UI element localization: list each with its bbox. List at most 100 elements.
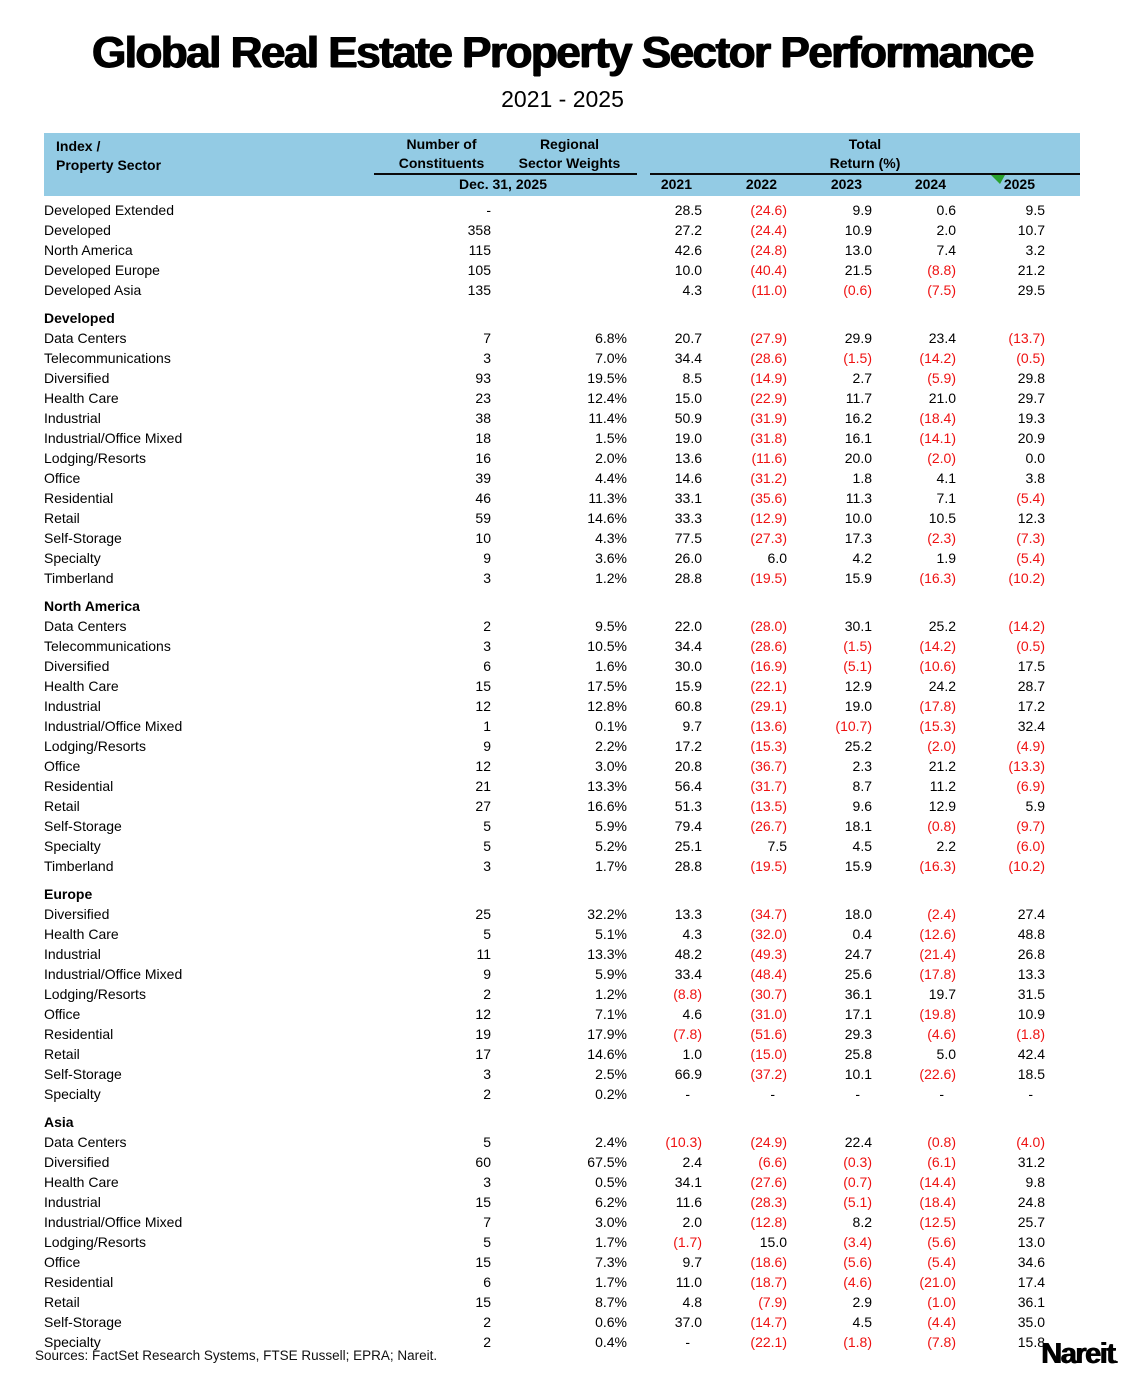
- value-cell: (12.9): [750, 510, 787, 526]
- spacer-cell: [1045, 1192, 1080, 1212]
- value-cell: 51.3: [674, 798, 702, 814]
- table-row: Diversified 60 67.5% 2.4 (6.6) (0.3) (6.1) 31.2: [44, 1152, 1080, 1172]
- table-row: Industrial 12 12.8% 60.8 (29.1) 19.0 (17.8) 17.…: [44, 696, 1080, 716]
- table-row: Self-Storage 3 2.5% 66.9 (37.2) 10.1 (22.6) 18.…: [44, 1064, 1080, 1084]
- spacer-cell: [1045, 1172, 1080, 1192]
- value-cell: 21.2: [928, 758, 956, 774]
- value-cell: 25.7: [1017, 1214, 1045, 1230]
- value-cell: 9.7: [682, 1254, 702, 1270]
- sector-cell: North America: [44, 242, 133, 258]
- value-cell: (4.6): [927, 1026, 956, 1042]
- value-cell: (32.0): [750, 926, 787, 942]
- value-cell: (22.1): [750, 1334, 787, 1350]
- sector-cell: Diversified: [44, 906, 110, 922]
- spacer-cell: [1045, 836, 1080, 856]
- value-cell: 35.0: [1017, 1314, 1045, 1330]
- sector-cell: Developed Extended: [44, 202, 174, 218]
- value-cell: 25.2: [928, 618, 956, 634]
- sector-cell: Industrial/Office Mixed: [44, 430, 183, 446]
- value-cell: (37.2): [750, 1066, 787, 1082]
- value-cell: 27.2: [674, 222, 702, 238]
- spacer-cell: [1045, 904, 1080, 924]
- value-cell: 3: [483, 638, 491, 654]
- value-cell: 9: [483, 738, 491, 754]
- spacer-cell: [1045, 1084, 1080, 1104]
- value-cell: 13.6: [674, 450, 702, 466]
- table-row: Specialty 9 3.6% 26.0 6.0 4.2 1.9 (5.4): [44, 548, 1080, 568]
- value-cell: 20.8: [674, 758, 702, 774]
- value-cell: 5: [483, 838, 491, 854]
- value-cell: (36.7): [750, 758, 787, 774]
- table-row: Health Care 3 0.5% 34.1 (27.6) (0.7) (14.4) 9.8: [44, 1172, 1080, 1192]
- value-cell: (12.6): [919, 926, 956, 942]
- value-cell: (10.6): [919, 658, 956, 674]
- table-row: Specialty 2 0.2% - - - - -: [44, 1084, 1080, 1104]
- value-cell: [491, 280, 627, 300]
- value-cell: (3.4): [843, 1234, 872, 1250]
- value-cell: (0.6): [843, 282, 872, 298]
- spacer-cell: [1045, 260, 1080, 280]
- value-cell: 2: [483, 1314, 491, 1330]
- sector-cell: Industrial/Office Mixed: [44, 1214, 183, 1230]
- value-cell: 6.0: [767, 550, 787, 566]
- spacer-cell: [1045, 696, 1080, 716]
- spacer-cell: [1045, 528, 1080, 548]
- spacer-cell: [1045, 408, 1080, 428]
- table-row: Retail 17 14.6% 1.0 (15.0) 25.8 5.0 42.4: [44, 1044, 1080, 1064]
- value-cell: (15.0): [750, 1046, 787, 1062]
- value-cell: 36.1: [844, 986, 872, 1002]
- sector-cell: Retail: [44, 1294, 80, 1310]
- sector-cell: Timberland: [44, 570, 114, 586]
- value-cell: 6: [483, 1274, 491, 1290]
- spacer-cell: [1045, 924, 1080, 944]
- value-cell: (16.3): [919, 858, 956, 874]
- value-cell: 12.9: [844, 678, 872, 694]
- value-cell: (13.5): [750, 798, 787, 814]
- value-cell: (1.8): [843, 1334, 872, 1350]
- value-cell: (11.0): [751, 282, 787, 298]
- sector-cell: Residential: [44, 1274, 114, 1290]
- value-cell: 0.0: [1025, 450, 1045, 466]
- value-cell: 42.6: [674, 242, 702, 258]
- value-cell: 10.5%: [587, 638, 627, 654]
- value-cell: (10.2): [1008, 858, 1045, 874]
- sector-cell: Timberland: [44, 858, 114, 874]
- value-cell: (1.5): [843, 350, 872, 366]
- value-cell: (17.8): [919, 698, 956, 714]
- sector-cell: Health Care: [44, 390, 119, 406]
- value-cell: (24.9): [750, 1134, 787, 1150]
- value-cell: 5.1%: [595, 926, 627, 942]
- sector-cell: Developed Europe: [44, 262, 160, 278]
- value-cell: 1.2%: [595, 570, 627, 586]
- nareit-logo: Nareit.: [1041, 1338, 1118, 1370]
- table-row: Industrial/Office Mixed 7 3.0% 2.0 (12.8) 8.2…: [44, 1212, 1080, 1232]
- value-cell: (21.0): [919, 1274, 956, 1290]
- value-cell: 3: [483, 570, 491, 586]
- sector-cell: Lodging/Resorts: [44, 1234, 146, 1250]
- value-cell: 10.5: [928, 510, 956, 526]
- value-cell: 3.8: [1025, 470, 1045, 486]
- value-cell: (14.9): [750, 370, 787, 386]
- sector-cell: Specialty: [44, 838, 101, 854]
- value-cell: 11.3: [845, 490, 872, 506]
- sector-cell: Industrial: [44, 946, 101, 962]
- table-row: Lodging/Resorts 16 2.0% 13.6 (11.6) 20.0 (2.0)…: [44, 448, 1080, 468]
- value-cell: 38: [475, 410, 491, 426]
- value-cell: (0.5): [1016, 638, 1045, 654]
- value-cell: (30.7): [750, 986, 787, 1002]
- value-cell: 17.3: [844, 530, 872, 546]
- spacer-cell: [1045, 328, 1080, 348]
- value-cell: 21.0: [928, 390, 956, 406]
- spacer-cell: [1045, 1292, 1080, 1312]
- value-cell: (5.4): [927, 1254, 956, 1270]
- value-cell: 15.9: [844, 570, 872, 586]
- spacer-cell: [1045, 1004, 1080, 1024]
- value-cell: 0.4%: [595, 1334, 627, 1350]
- table-row: Residential 46 11.3% 33.1 (35.6) 11.3 7.1 (5.4): [44, 488, 1080, 508]
- section-title: Developed: [44, 310, 115, 326]
- sector-cell: Self-Storage: [44, 1066, 122, 1082]
- value-cell: (18.7): [750, 1274, 787, 1290]
- value-cell: 5.9: [1025, 798, 1045, 814]
- value-cell: [491, 200, 627, 220]
- value-cell: 7.1%: [595, 1006, 627, 1022]
